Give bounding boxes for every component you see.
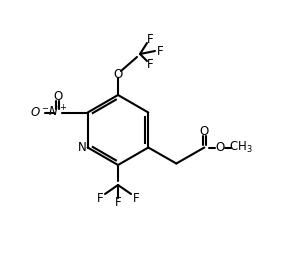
Text: F: F — [147, 58, 153, 71]
Text: $N^+$: $N^+$ — [48, 104, 67, 119]
Text: F: F — [97, 192, 103, 205]
Text: CH$_3$: CH$_3$ — [230, 140, 253, 155]
Text: F: F — [133, 192, 139, 205]
Text: F: F — [147, 33, 153, 46]
Text: F: F — [115, 197, 121, 210]
Text: O: O — [53, 90, 62, 103]
Text: O: O — [200, 125, 209, 138]
Text: F: F — [157, 44, 163, 58]
Text: N: N — [78, 141, 87, 154]
Text: O: O — [216, 141, 225, 154]
Text: $O^-$: $O^-$ — [30, 106, 50, 119]
Text: O: O — [113, 68, 123, 81]
